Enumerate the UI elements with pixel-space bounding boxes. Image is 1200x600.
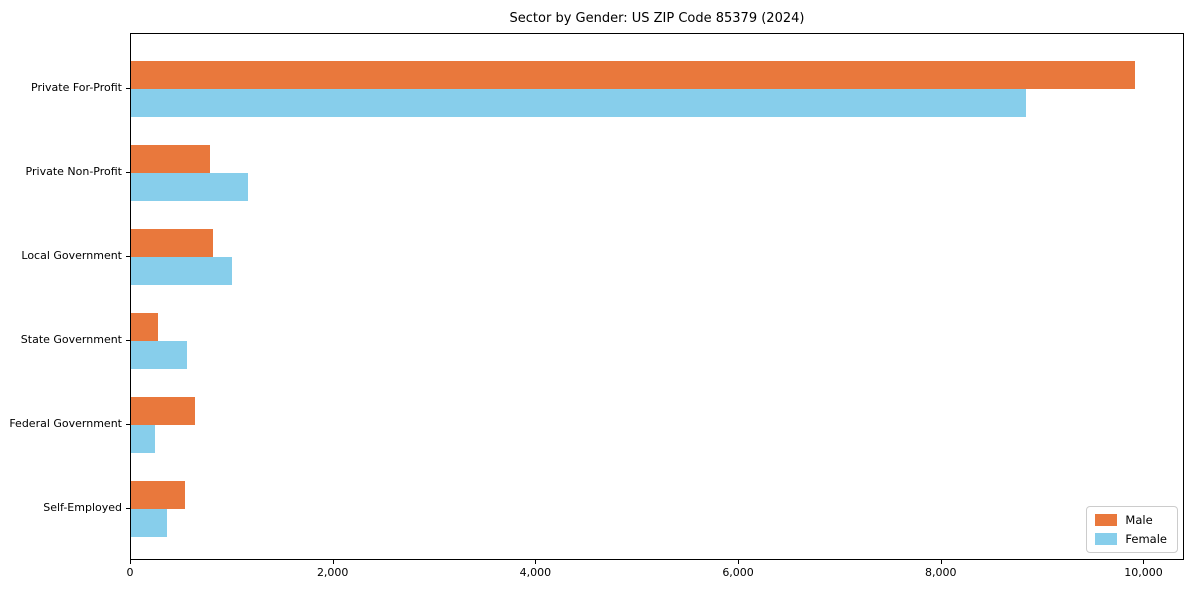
legend-swatch-male: [1095, 514, 1118, 526]
y-tick-label: Private Non-Profit: [25, 165, 122, 178]
y-tick-mark: [126, 88, 130, 89]
plot-area: Male Female: [130, 33, 1184, 560]
x-tick-mark: [130, 560, 131, 564]
legend-row-female: Female: [1095, 532, 1167, 546]
y-tick-label: Private For-Profit: [31, 81, 122, 94]
bar-female-3: [131, 341, 187, 369]
bar-male-3: [131, 313, 158, 341]
y-tick-label: State Government: [20, 333, 122, 346]
x-tick-mark: [1143, 560, 1145, 564]
x-tick-mark: [940, 560, 942, 564]
x-tick-mark: [738, 560, 740, 564]
bar-female-2: [131, 257, 232, 285]
x-tick-label: 6,000: [722, 566, 754, 579]
x-tick-label: 2,000: [316, 566, 349, 579]
x-tick-label: 4,000: [519, 566, 552, 579]
x-tick-label: 10,000: [1124, 566, 1163, 579]
x-tick-label: 0: [126, 566, 134, 579]
legend-row-male: Male: [1095, 513, 1167, 527]
y-tick-label: Federal Government: [9, 417, 122, 430]
bar-male-4: [131, 397, 195, 425]
bar-male-2: [131, 229, 213, 257]
y-tick-label: Local Government: [21, 249, 122, 262]
y-tick-mark: [126, 340, 130, 341]
x-tick-label: 8,000: [925, 566, 957, 579]
bar-male-1: [131, 145, 210, 173]
bar-male-0: [131, 61, 1135, 89]
legend-label-female: Female: [1125, 532, 1167, 546]
bar-female-5: [131, 509, 167, 537]
bar-female-0: [131, 89, 1026, 117]
x-tick-mark: [332, 560, 334, 564]
y-tick-mark: [126, 424, 130, 425]
bar-male-5: [131, 481, 185, 509]
legend-label-male: Male: [1125, 513, 1153, 527]
y-tick-mark: [126, 172, 130, 173]
x-tick-mark: [535, 560, 537, 564]
bar-female-4: [131, 425, 155, 453]
legend: Male Female: [1086, 506, 1178, 553]
legend-swatch-female: [1095, 533, 1118, 545]
y-tick-label: Self-Employed: [43, 501, 122, 514]
chart-title: Sector by Gender: US ZIP Code 85379 (202…: [509, 11, 805, 26]
y-tick-mark: [126, 256, 130, 257]
y-tick-mark: [126, 508, 130, 509]
bar-female-1: [131, 173, 248, 201]
